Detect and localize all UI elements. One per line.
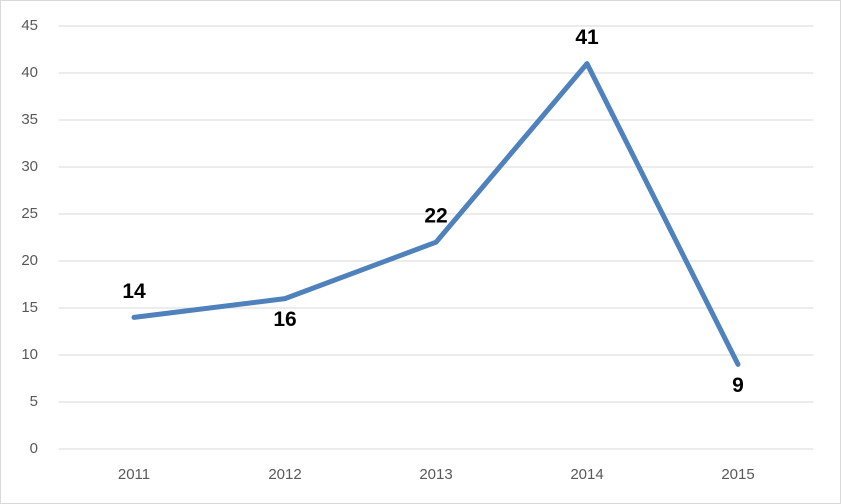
x-tick-label: 2014 <box>570 466 603 483</box>
y-tick-label: 40 <box>21 64 38 81</box>
y-tick-label: 45 <box>21 17 38 34</box>
data-line <box>131 61 741 367</box>
y-tick-label: 15 <box>21 299 38 316</box>
x-tick-label: 2015 <box>721 466 754 483</box>
y-tick-label: 5 <box>30 393 38 410</box>
y-tick-label: 20 <box>21 252 38 269</box>
x-tick-label: 2011 <box>118 466 150 483</box>
y-tick-label: 0 <box>30 440 38 457</box>
x-tick-label: 2012 <box>268 466 301 483</box>
value-label: 16 <box>273 308 296 331</box>
x-tick-label: 2013 <box>419 466 452 483</box>
value-label: 22 <box>424 205 447 228</box>
y-tick-label: 10 <box>21 346 38 363</box>
y-tick-label: 25 <box>21 205 38 222</box>
value-label: 14 <box>122 280 146 303</box>
y-tick-label: 30 <box>21 158 38 175</box>
value-label: 41 <box>575 26 599 49</box>
value-label: 9 <box>732 374 744 397</box>
y-tick-label: 35 <box>21 111 38 128</box>
